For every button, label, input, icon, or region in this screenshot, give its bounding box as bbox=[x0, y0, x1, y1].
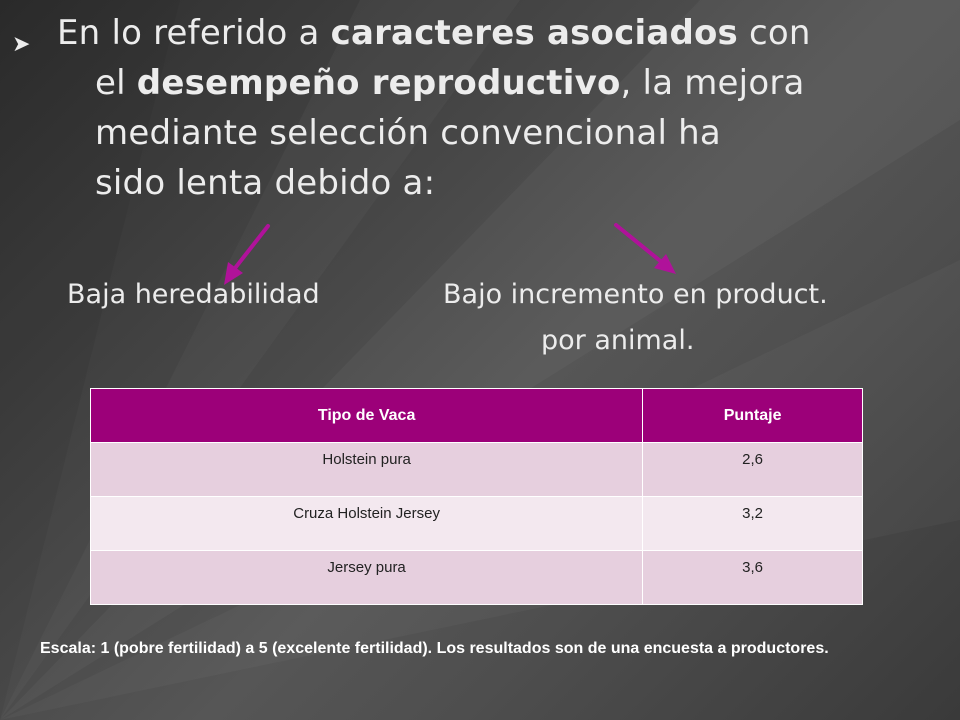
score-cell: 3,6 bbox=[642, 550, 863, 605]
bold-phrase: caracteres asociados bbox=[330, 13, 738, 53]
fertility-table: Tipo de Vaca Puntaje Holstein pura 2,6 C… bbox=[89, 388, 863, 605]
cow-type-cell: Holstein pura bbox=[89, 442, 644, 497]
header-puntaje: Puntaje bbox=[642, 388, 863, 443]
intro-line-4: sido lenta debido a: bbox=[95, 163, 436, 203]
bold-phrase: desempeño reproductivo bbox=[136, 63, 621, 103]
cause-right-line-2: por animal. bbox=[541, 325, 695, 356]
intro-line-2: el desempeño reproductivo, la mejora bbox=[95, 63, 805, 103]
intro-line-3: mediante selección convencional ha bbox=[95, 113, 721, 153]
scale-note: Escala: 1 (pobre fertilidad) a 5 (excele… bbox=[40, 640, 829, 657]
down-left-arrow-icon bbox=[224, 224, 270, 285]
cow-type-cell: Jersey pura bbox=[89, 550, 644, 605]
down-right-arrow-icon bbox=[614, 223, 676, 274]
cause-right-line-1: Bajo incremento en product. bbox=[443, 279, 828, 310]
score-cell: 2,6 bbox=[642, 442, 863, 497]
table-row: Jersey pura 3,6 bbox=[89, 550, 863, 605]
intro-line-1: En lo referido a caracteres asociados co… bbox=[57, 13, 811, 53]
bullet-arrow-icon: ➤ bbox=[12, 32, 31, 57]
score-cell: 3,2 bbox=[642, 496, 863, 551]
table-row: Cruza Holstein Jersey 3,2 bbox=[89, 496, 863, 551]
intro-paragraph: ➤ En lo referido a caracteres asociados … bbox=[12, 8, 937, 208]
table-row: Holstein pura 2,6 bbox=[89, 442, 863, 497]
cause-left: Baja heredabilidad bbox=[67, 279, 320, 310]
